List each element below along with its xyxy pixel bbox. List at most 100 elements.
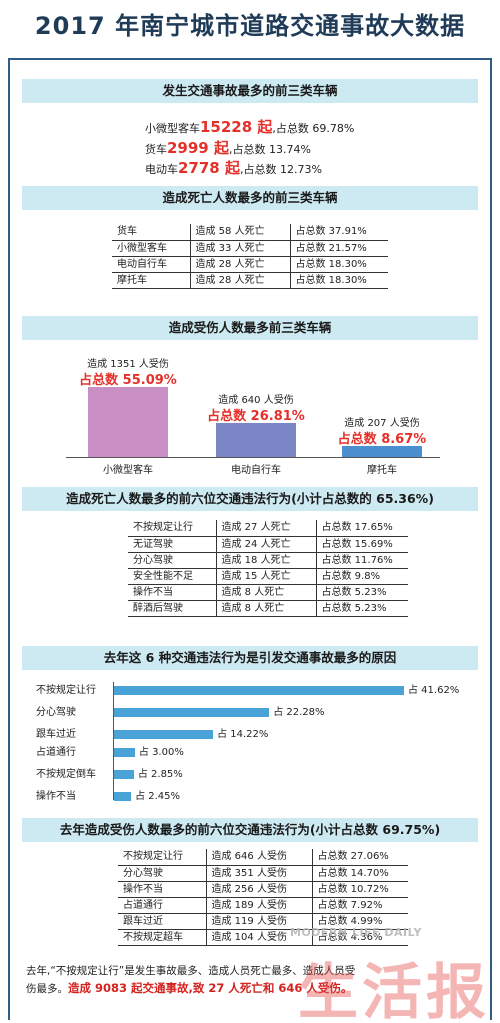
table-cell: 电动自行车 [112,256,190,273]
cause-value-label: 占 22.28% [273,707,325,718]
footer-line-1: 去年,“不按规定让行”是发生事故最多、造成人员死亡最多、造成人员受 [26,965,356,977]
accident-row: 货车2999 起,占总数 13.74% [145,137,311,158]
injury-bar [88,387,168,457]
accident-share: ,占总数 13.74% [228,143,311,156]
cause-category-label: 操作不当 [36,791,76,802]
chart-axis [113,682,114,800]
cause-bar [114,792,132,801]
table-cell: 占总数 21.57% [289,240,388,257]
injury-violation-table: 不按规定让行 造成 646 人受伤 占总数 27.06% 分心驾驶 造成 351 人受… [118,849,408,946]
injury-count-label: 造成 207 人受伤 [344,417,420,429]
table-cell: 占总数 18.30% [289,272,388,289]
table-cell: 造成 189 人受伤 [205,897,312,914]
cause-bar [114,730,214,739]
table-cell: 占总数 14.70% [311,865,408,882]
section-header-accidents: 发生交通事故最多的前三类车辆 [22,79,478,103]
table-cell: 造成 24 人死亡 [215,536,316,553]
table-cell: 造成 104 人受伤 [205,929,312,946]
table-cell: 造成 119 人受伤 [205,913,312,930]
cause-category-label: 分心驾驶 [36,707,76,718]
accident-count: 2999 起 [167,139,229,157]
accident-count: 2778 起 [178,159,240,177]
table-cell: 占总数 9.8% [315,568,408,585]
table-cell: 造成 28 人死亡 [189,272,290,289]
table-row: 操作不当 造成 256 人受伤 占总数 10.72% [118,881,408,898]
injury-bar [216,422,296,457]
accident-count: 15228 起 [200,118,273,136]
table-cell: 占道通行 [118,897,206,914]
table-cell: 造成 27 人死亡 [215,520,316,537]
section-header-injury-vehicles: 造成受伤人数最多前三类车辆 [22,316,478,340]
cause-bar [114,708,270,717]
cause-category-label: 不按规定倒车 [36,769,96,780]
table-row: 操作不当 造成 8 人死亡 占总数 5.23% [128,584,408,601]
death-violation-table: 不按规定让行 造成 27 人死亡 占总数 17.65% 无证驾驶 造成 24 人死亡占… [128,520,408,617]
cause-value-label: 占 41.62% [408,685,460,696]
table-cell: 造成 28 人死亡 [189,256,290,273]
table-cell: 安全性能不足 [128,568,216,585]
cause-bar [114,770,134,779]
vehicle-name: 货车 [145,143,167,156]
table-row: 不按规定超车 造成 104 人受伤 占总数 4.36% [118,929,408,946]
table-cell: 货车 [112,224,190,241]
table-row: 分心驾驶 造成 18 人死亡 占总数 11.76% [128,552,408,569]
table-cell: 造成 15 人死亡 [215,568,316,585]
table-cell: 操作不当 [128,584,216,601]
section-header-death-violations: 造成死亡人数最多的前六位交通违法行为(小计占总数的 65.36%) [22,487,478,511]
vehicle-name: 小微型客车 [145,122,200,135]
injury-count-label: 造成 640 人受伤 [218,394,294,406]
table-cell: 摩托车 [112,272,190,289]
chart-baseline [66,457,440,458]
cause-value-label: 占 2.45% [135,791,181,802]
table-row: 电动自行车 造成 28 人死亡 占总数 18.30% [112,256,388,273]
cause-bar [114,686,404,695]
table-cell: 占总数 10.72% [311,881,408,898]
table-cell: 占总数 17.65% [315,520,408,537]
cause-bar [114,748,135,757]
table-cell: 造成 351 人受伤 [205,865,312,882]
table-cell: 分心驾驶 [118,865,206,882]
table-cell: 跟车过近 [118,913,206,930]
cause-value-label: 占 2.85% [137,769,183,780]
injury-count-label: 造成 1351 人受伤 [87,359,169,370]
table-cell: 造成 256 人受伤 [205,881,312,898]
injury-pct-label: 占总数 26.81% [207,408,305,424]
table-cell: 造成 18 人死亡 [215,552,316,569]
footer-line-2: 伤最多。造成 9083 起交通事故,致 27 人死亡和 646 人受伤。 [26,980,476,998]
injury-category-label: 电动自行车 [231,465,281,476]
table-cell: 造成 33 人死亡 [189,240,290,257]
table-cell: 造成 8 人死亡 [215,584,316,601]
table-row: 货车 造成 58 人死亡 占总数 37.91% [112,224,388,241]
vehicle-name: 电动车 [145,163,178,176]
table-row: 占道通行 造成 189 人受伤 占总数 7.92% [118,897,408,914]
cause-category-label: 跟车过近 [36,729,76,740]
table-cell: 造成 58 人死亡 [189,224,290,241]
table-cell: 造成 8 人死亡 [215,600,316,617]
table-cell: 占总数 4.36% [311,929,408,946]
accident-share: ,占总数 69.78% [272,122,355,135]
injury-category-label: 小微型客车 [103,465,153,476]
table-row: 无证驾驶 造成 24 人死亡 占总数 15.69% [128,536,408,553]
table-cell: 占总数 7.92% [311,897,408,914]
injury-pct-label: 占总数 55.09% [79,373,177,388]
table-row: 不按规定让行 造成 27 人死亡 占总数 17.65% [128,520,408,537]
table-cell: 不按规定超车 [118,929,206,946]
table-cell: 占总数 4.99% [311,913,408,930]
table-cell: 不按规定让行 [118,849,206,866]
watermark-english: MODERN LIFE DAILY [290,926,422,939]
injury-category-label: 摩托车 [367,465,397,476]
table-cell: 分心驾驶 [128,552,216,569]
table-cell: 占总数 5.23% [315,584,408,601]
cause-category-label: 不按规定让行 [36,685,96,696]
table-cell: 操作不当 [118,881,206,898]
table-cell: 占总数 27.06% [311,849,408,866]
page-title: 2017 年南宁城市道路交通事故大数据 [34,12,466,40]
table-row: 安全性能不足 造成 15 人死亡 占总数 9.8% [128,568,408,585]
table-row: 摩托车 造成 28 人死亡 占总数 18.30% [112,272,388,289]
table-row: 跟车过近 造成 119 人受伤 占总数 4.99% [118,913,408,930]
table-cell: 占总数 5.23% [315,600,408,617]
table-cell: 不按规定让行 [128,520,216,537]
cause-value-label: 占 3.00% [138,747,184,758]
section-header-injury-violations: 去年造成受伤人数最多的前六位交通违法行为(小计占总数 69.75%) [22,818,478,842]
